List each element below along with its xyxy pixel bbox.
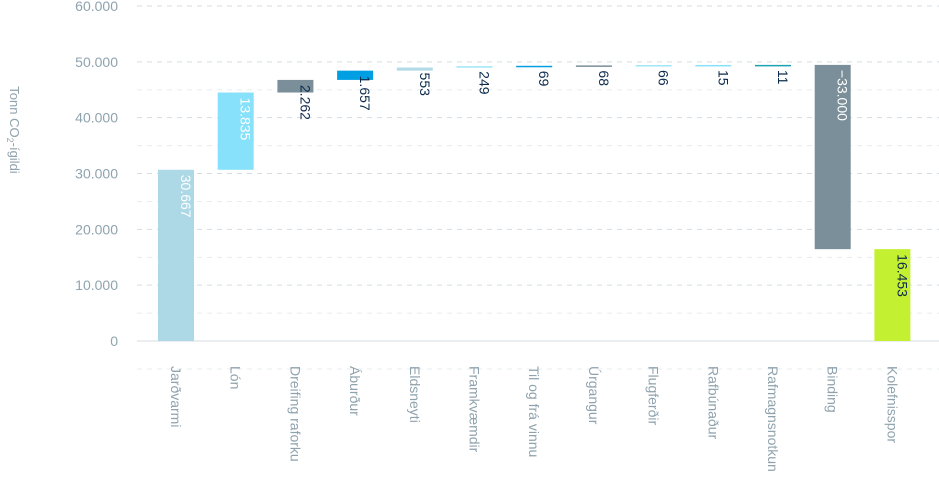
y-tick-label: 30.000 bbox=[75, 166, 118, 182]
x-tick-label: Kolefnisspor bbox=[884, 366, 900, 443]
x-tick-label: Jarðvarmi bbox=[168, 366, 184, 427]
bar-rafmagnsnotkun bbox=[755, 64, 791, 67]
y-tick-label: 20.000 bbox=[75, 221, 118, 237]
bar-áburður bbox=[337, 70, 374, 80]
bar-flugferðir bbox=[635, 65, 672, 67]
x-tick-label: Úrgangur bbox=[586, 366, 602, 425]
value-label: 13.835 bbox=[238, 98, 254, 141]
x-axis-labels: Jarðvarmi Lón Dreifing raforku Áburður Eldsn… bbox=[168, 366, 900, 472]
value-label: −33.000 bbox=[835, 70, 851, 121]
gridlines bbox=[137, 5, 939, 370]
y-tick-label: 50.000 bbox=[75, 54, 118, 70]
bar-lón bbox=[217, 92, 254, 170]
value-label: 69 bbox=[536, 71, 552, 87]
bar-rafbúnaður bbox=[695, 64, 732, 67]
x-tick-label: Áburður bbox=[347, 366, 363, 416]
y-axis-ticks: 0 10.000 20.000 30.000 40.000 50.000 60.000 bbox=[75, 0, 118, 349]
value-label: 30.667 bbox=[178, 175, 194, 218]
bar-framkvæmdir bbox=[456, 66, 493, 68]
x-tick-label: Rafmagnsnotkun bbox=[765, 366, 781, 472]
x-tick-label: Lón bbox=[228, 366, 244, 389]
value-label: 15 bbox=[715, 70, 731, 86]
x-tick-label: Rafbúnaður bbox=[705, 366, 721, 440]
bar-jarðvarmi bbox=[158, 169, 194, 341]
value-label: 1.657 bbox=[357, 76, 373, 111]
value-label: 66 bbox=[656, 70, 672, 86]
x-tick-label: Flugferðir bbox=[646, 366, 662, 425]
x-tick-label: Til og frá vinnu bbox=[526, 366, 542, 457]
value-label: 249 bbox=[477, 71, 493, 95]
x-tick-label: Dreifing raforku bbox=[287, 366, 303, 462]
value-label: 11 bbox=[775, 70, 791, 85]
x-tick-label: Eldsneyti bbox=[407, 366, 423, 423]
x-tick-label: Binding bbox=[825, 366, 841, 413]
y-tick-label: 40.000 bbox=[75, 110, 118, 126]
y-tick-label: 60.000 bbox=[75, 0, 118, 14]
bars: 30.667 13.835 2.262 1.657 553 249 69 68 66 15 11 −3… bbox=[158, 64, 911, 341]
x-tick-label: Framkvæmdir bbox=[467, 366, 483, 453]
bar-eldsneyti bbox=[396, 67, 433, 71]
value-label: 16.453 bbox=[894, 254, 910, 297]
bar-kolefnisspor bbox=[874, 249, 911, 341]
bar-til-og-frá-vinnu bbox=[516, 65, 553, 68]
value-label: 68 bbox=[596, 70, 612, 86]
bar-binding bbox=[814, 64, 851, 250]
value-label: 2.262 bbox=[297, 85, 313, 120]
bar-dreifing-raforku bbox=[277, 79, 314, 93]
y-tick-label: 0 bbox=[110, 333, 118, 349]
bar-úrgangur bbox=[575, 65, 612, 67]
y-tick-label: 10.000 bbox=[75, 277, 118, 293]
value-label: 553 bbox=[417, 73, 433, 97]
y-axis-title: Tonn CO2-ígildi bbox=[5, 86, 22, 174]
